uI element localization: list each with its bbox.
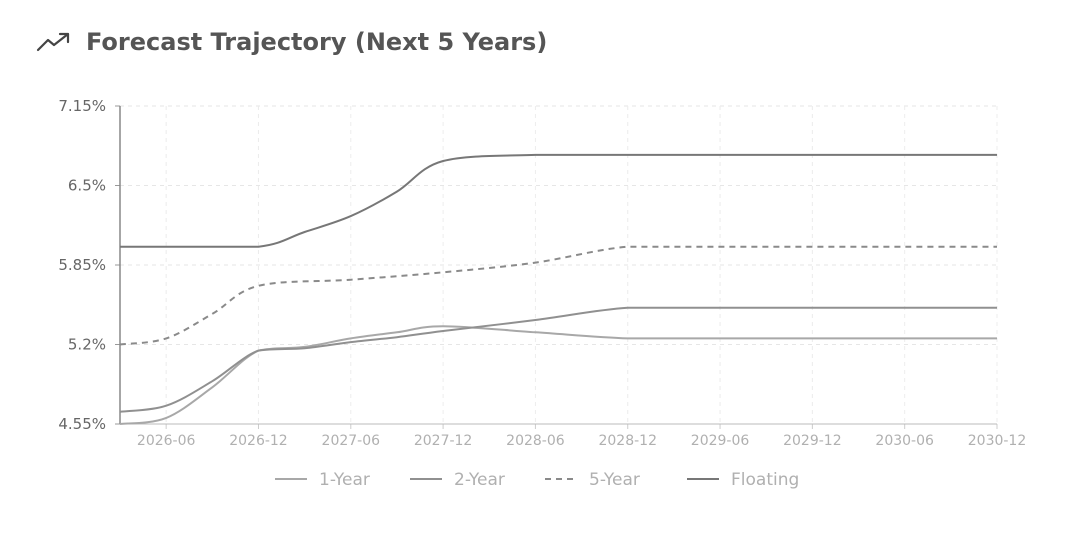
- y-tick-label: 5.2%: [68, 336, 106, 354]
- header: Forecast Trajectory (Next 5 Years): [36, 28, 547, 56]
- x-tick-label: 2029-12: [783, 433, 842, 449]
- page-title: Forecast Trajectory (Next 5 Years): [86, 28, 548, 56]
- legend-label-1-year: 1-Year: [319, 470, 370, 490]
- series-line-floating: [120, 153, 997, 248]
- x-tick-label: 2029-06: [691, 433, 750, 449]
- x-tick-label: 2027-12: [414, 433, 473, 449]
- y-tick-label: 5.85%: [58, 256, 106, 274]
- trending-up-icon: [36, 32, 70, 52]
- x-tick-label: 2026-12: [229, 433, 288, 449]
- x-tick-label: 2028-12: [598, 433, 657, 449]
- series-line-2-year: [119, 306, 997, 413]
- legend: 1-Year 2-Year 5-Year Floating: [275, 470, 799, 490]
- x-tick-label: 2030-06: [875, 433, 934, 449]
- x-tick-label: 2027-06: [322, 433, 381, 449]
- axes: 4.55% 5.2% 5.85% 6.5% 7.15% 2026-06 2026-12 202…: [58, 97, 1026, 449]
- x-tick-label: 2026-06: [137, 433, 196, 449]
- legend-label-2-year: 2-Year: [454, 470, 505, 490]
- series-line-1-year: [119, 325, 997, 425]
- y-tick-label: 7.15%: [58, 97, 106, 115]
- series-layer: [119, 153, 997, 425]
- legend-label-5-year: 5-Year: [589, 470, 640, 490]
- legend-label-floating: Floating: [731, 470, 799, 490]
- x-tick-label: 2028-06: [506, 433, 565, 449]
- y-tick-label: 4.55%: [58, 415, 106, 433]
- series-line-5-year: [119, 245, 997, 346]
- grid: [120, 105, 998, 425]
- y-tick-label: 6.5%: [68, 177, 106, 195]
- x-tick-label: 2030-12: [968, 433, 1027, 449]
